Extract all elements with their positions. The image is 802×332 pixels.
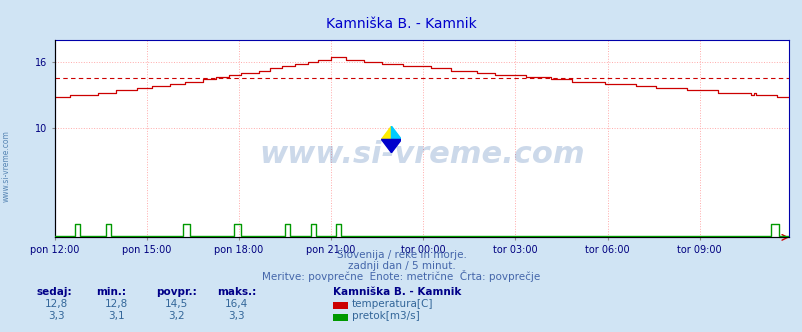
Text: povpr.:: povpr.: xyxy=(156,287,197,297)
Text: pretok[m3/s]: pretok[m3/s] xyxy=(351,311,419,321)
Text: www.si-vreme.com: www.si-vreme.com xyxy=(2,130,11,202)
Polygon shape xyxy=(391,126,401,139)
Text: 3,3: 3,3 xyxy=(229,311,245,321)
Text: 3,2: 3,2 xyxy=(168,311,184,321)
Polygon shape xyxy=(381,139,401,153)
Text: Kamniška B. - Kamnik: Kamniška B. - Kamnik xyxy=(326,17,476,31)
Text: www.si-vreme.com: www.si-vreme.com xyxy=(259,140,584,169)
Text: min.:: min.: xyxy=(96,287,126,297)
Text: Meritve: povprečne  Enote: metrične  Črta: povprečje: Meritve: povprečne Enote: metrične Črta:… xyxy=(262,270,540,282)
Text: 12,8: 12,8 xyxy=(45,299,67,309)
Text: maks.:: maks.: xyxy=(217,287,256,297)
Text: sedaj:: sedaj: xyxy=(36,287,71,297)
Text: zadnji dan / 5 minut.: zadnji dan / 5 minut. xyxy=(347,261,455,271)
Text: 3,3: 3,3 xyxy=(48,311,64,321)
Text: temperatura[C]: temperatura[C] xyxy=(351,299,432,309)
Polygon shape xyxy=(381,126,391,139)
Text: 14,5: 14,5 xyxy=(165,299,188,309)
Text: Kamniška B. - Kamnik: Kamniška B. - Kamnik xyxy=(333,287,461,297)
Text: 12,8: 12,8 xyxy=(105,299,128,309)
Text: Slovenija / reke in morje.: Slovenija / reke in morje. xyxy=(336,250,466,260)
Text: 3,1: 3,1 xyxy=(108,311,124,321)
Text: 16,4: 16,4 xyxy=(225,299,248,309)
